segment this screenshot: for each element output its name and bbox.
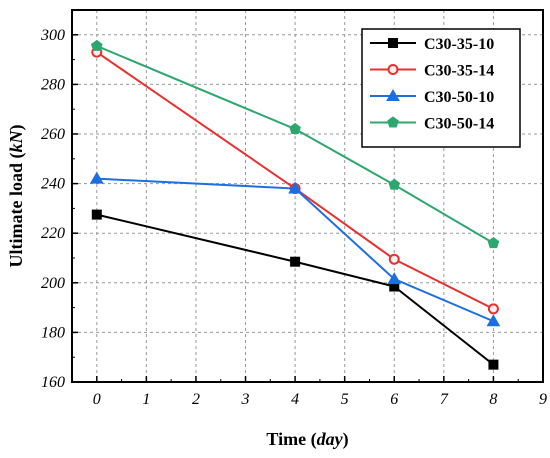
plot-frame [71, 9, 544, 383]
triangle-marker [386, 88, 400, 101]
y-tick-labels: 160 180 200 220 240 260 280 300 [40, 27, 65, 391]
y-tick-label: 300 [40, 27, 65, 44]
legend-box [361, 28, 521, 148]
legend-label: C30-50-14 [424, 116, 494, 133]
x-tick-label: 8 [489, 391, 497, 408]
y-tick-label: 160 [41, 374, 65, 391]
axis-ticks [72, 34, 544, 383]
series-line [96, 213, 495, 366]
legend-item: C30-35-10 [370, 36, 494, 53]
x-tick-label: 1 [142, 391, 150, 408]
x-axis-unit: day [317, 429, 344, 449]
x-axis-title: Time (day) [266, 429, 348, 450]
square-marker [290, 256, 301, 267]
triangle-marker [89, 171, 104, 184]
pentagon-marker [289, 122, 301, 134]
x-tick-label: 2 [192, 391, 200, 408]
x-tick-label: 5 [341, 391, 349, 408]
series-line [96, 177, 494, 323]
square-marker [488, 359, 499, 370]
y-axis-title-text: Ultimate load [6, 163, 26, 267]
x-tick-label: 9 [539, 391, 547, 408]
triangle-marker [486, 314, 501, 327]
pentagon-marker [90, 39, 103, 51]
x-tick-label: 0 [93, 391, 101, 408]
legend-label: C30-35-10 [424, 36, 494, 53]
series-layer [89, 39, 501, 370]
x-tick-labels: 0 1 2 3 4 5 6 7 8 9 [93, 391, 547, 408]
series-line [96, 45, 494, 244]
x-axis-title-open-paren: ( [306, 429, 317, 450]
legend-label: C30-50-10 [424, 89, 494, 106]
series-line [96, 51, 494, 310]
square-marker [91, 209, 102, 220]
series-c30-50-10 [89, 171, 501, 327]
legend-label: C30-35-14 [424, 63, 494, 80]
x-axis-title-close-paren: ) [343, 429, 349, 450]
pentagon-marker [487, 237, 500, 249]
triangle-marker [387, 272, 402, 285]
x-tick-label: 3 [241, 391, 250, 408]
x-axis-title-text: Time [266, 429, 306, 449]
series-c30-35-10 [91, 209, 499, 370]
x-tick-label: 6 [390, 391, 398, 408]
triangle-marker [288, 181, 302, 194]
circle-marker [388, 253, 400, 265]
y-axis-title-close-paren: ) [6, 125, 27, 131]
x-tick-label: 4 [291, 391, 299, 408]
legend-item: C30-50-14 [370, 116, 494, 133]
y-axis-title-open-paren: ( [6, 153, 27, 164]
pentagon-marker [388, 178, 401, 190]
y-tick-label: 240 [41, 176, 65, 193]
circle-marker [387, 64, 399, 75]
legend-item: C30-50-10 [370, 88, 494, 106]
legend-item: C30-35-14 [370, 63, 494, 80]
y-tick-label: 200 [41, 275, 65, 292]
series-c30-50-14 [90, 39, 500, 249]
x-tick-label: 7 [440, 391, 449, 408]
y-tick-label: 220 [41, 225, 65, 242]
y-tick-label: 260 [41, 126, 65, 143]
pentagon-marker [387, 116, 399, 128]
y-axis-unit: kN [6, 130, 26, 153]
y-tick-label: 280 [41, 76, 65, 93]
circle-marker [487, 303, 499, 315]
y-axis-title: Ultimate load (kN) [6, 125, 27, 268]
y-tick-label: 180 [41, 324, 65, 341]
legend: C30-35-10 C30-35-14 C30-50-10 C30-50-14 [361, 28, 521, 148]
square-marker [388, 38, 398, 48]
